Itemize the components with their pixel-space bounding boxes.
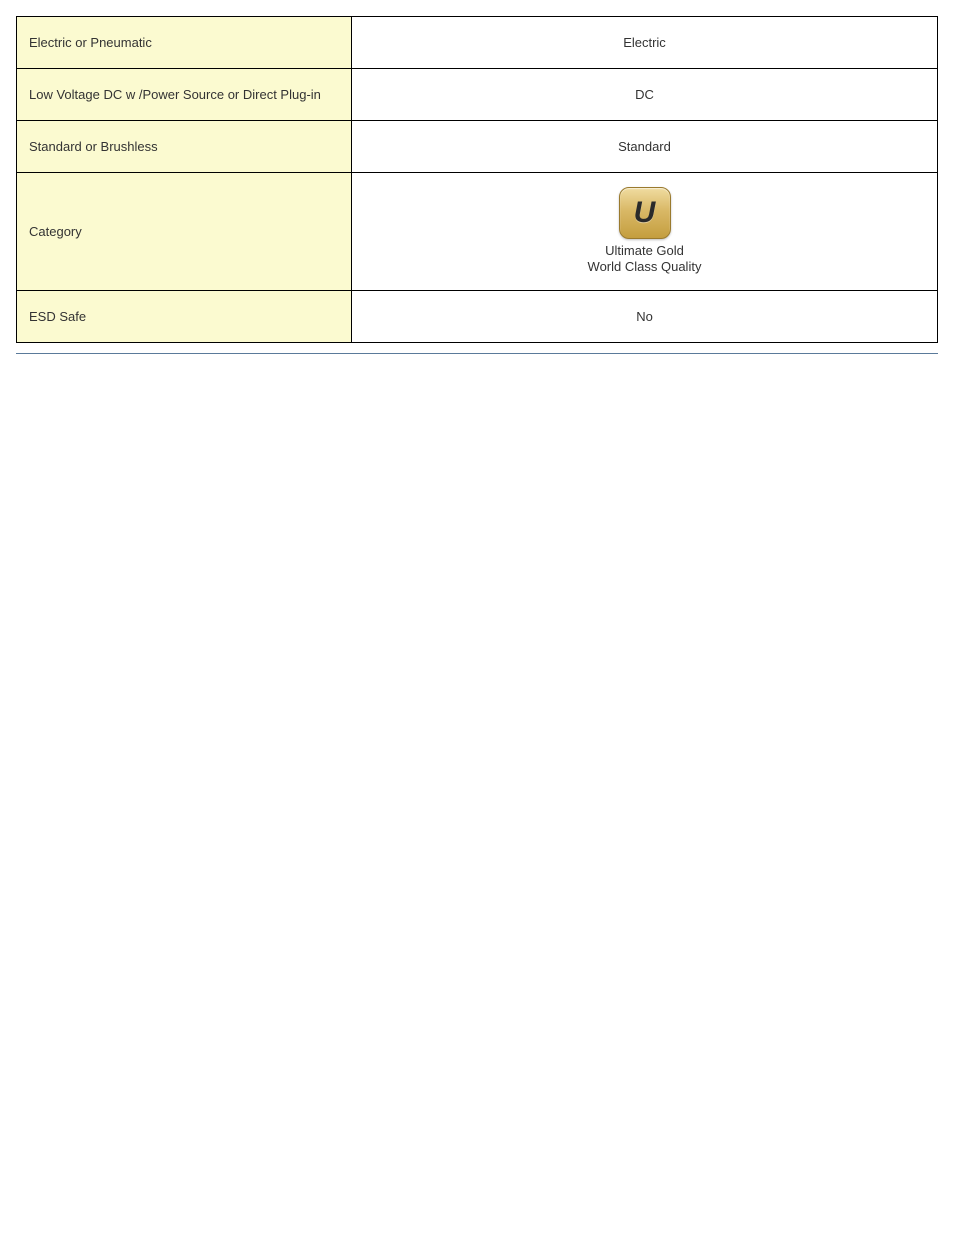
spec-label: Low Voltage DC w /Power Source or Direct… <box>17 69 352 121</box>
table-row: Electric or Pneumatic Electric <box>17 17 938 69</box>
spec-value: No <box>352 290 938 342</box>
spec-label: Electric or Pneumatic <box>17 17 352 69</box>
section-divider <box>16 353 938 354</box>
table-row: Standard or Brushless Standard <box>17 121 938 173</box>
spec-value: Standard <box>352 121 938 173</box>
spec-label: Standard or Brushless <box>17 121 352 173</box>
specification-table: Electric or Pneumatic Electric Low Volta… <box>16 16 938 343</box>
spec-value: Electric <box>352 17 938 69</box>
badge-line2: World Class Quality <box>588 259 702 274</box>
category-badge: U Ultimate Gold World Class Quality <box>364 187 925 276</box>
spec-label: ESD Safe <box>17 290 352 342</box>
table-row: Low Voltage DC w /Power Source or Direct… <box>17 69 938 121</box>
spec-value: DC <box>352 69 938 121</box>
ultimate-gold-icon: U <box>619 187 671 239</box>
spec-label: Category <box>17 173 352 291</box>
table-row: Category U Ultimate Gold World Class Qua… <box>17 173 938 291</box>
table-row: ESD Safe No <box>17 290 938 342</box>
badge-line1: Ultimate Gold <box>605 243 684 258</box>
badge-caption: Ultimate Gold World Class Quality <box>588 243 702 276</box>
spec-value-category: U Ultimate Gold World Class Quality <box>352 173 938 291</box>
